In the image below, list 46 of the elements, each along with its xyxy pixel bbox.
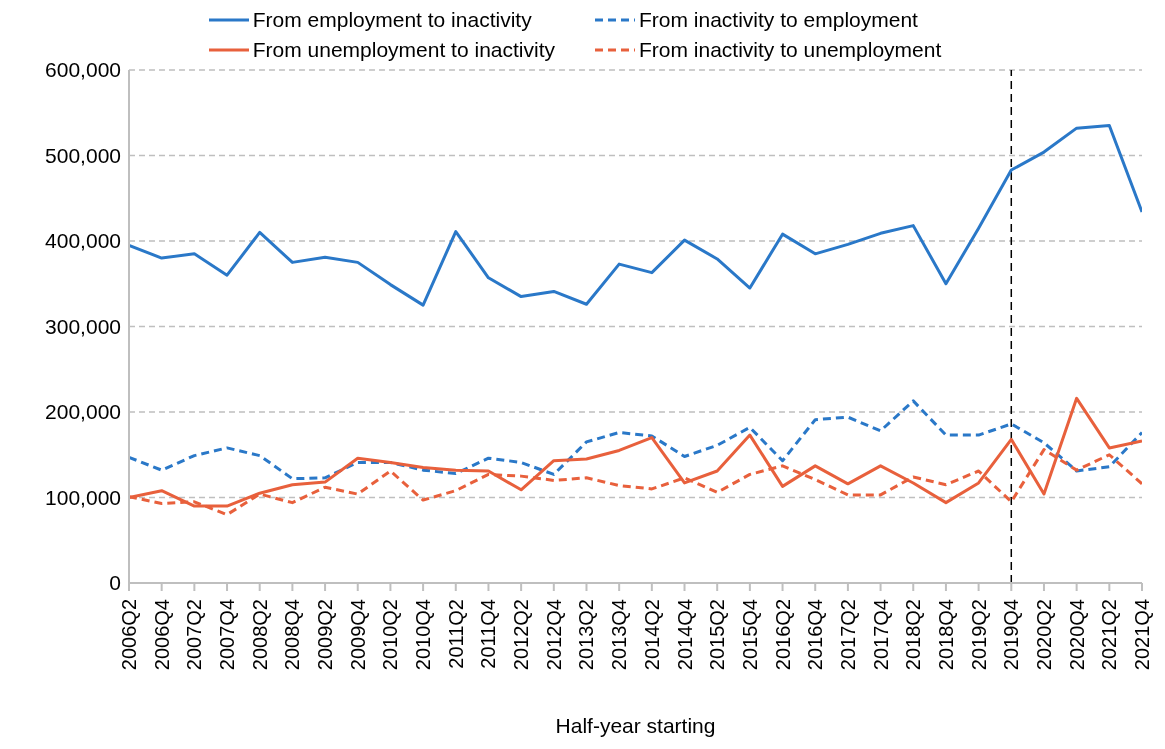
x-tick-label: 2016Q2 <box>771 599 794 671</box>
x-tick-label: 2020Q4 <box>1065 599 1088 671</box>
x-tick-label: 2011Q2 <box>444 599 467 669</box>
x-tick-label: 2007Q4 <box>216 599 239 671</box>
x-tick-label: 2014Q2 <box>640 599 663 671</box>
legend-label: From unemployment to inactivity <box>252 38 555 62</box>
x-tick-label: 2021Q4 <box>1131 599 1153 671</box>
x-tick-label: 2019Q4 <box>1000 599 1023 671</box>
x-tick-label: 2015Q4 <box>738 599 761 671</box>
x-tick-label: 2014Q4 <box>673 599 696 671</box>
line-series <box>129 124 1142 307</box>
x-tick-label: 2012Q2 <box>510 599 533 671</box>
x-tick-label: 2013Q2 <box>575 599 598 671</box>
legend-label: From inactivity to unemployment <box>639 38 942 62</box>
x-tick-label: 2013Q4 <box>608 599 631 671</box>
x-tick-label: 2009Q2 <box>314 599 337 671</box>
y-tick-label: 300,000 <box>45 314 121 338</box>
x-tick-label: 2015Q2 <box>706 599 729 671</box>
x-tick-label: 2008Q2 <box>248 599 271 671</box>
legend-label: From employment to inactivity <box>252 8 532 32</box>
x-tick-label: 2006Q2 <box>118 599 140 671</box>
x-tick-label: 2010Q4 <box>412 599 435 671</box>
x-tick-label: 2008Q4 <box>281 599 304 671</box>
x-tick-label: 2017Q2 <box>836 599 859 671</box>
x-tick-label: 2020Q2 <box>1032 599 1055 671</box>
x-tick-label: 2011Q4 <box>477 599 500 669</box>
y-tick-label: 200,000 <box>45 400 121 424</box>
x-tick-label: 2010Q2 <box>379 599 402 671</box>
x-tick-label: 2006Q4 <box>150 599 173 671</box>
x-tick-label: 2007Q2 <box>183 599 206 671</box>
y-tick-label: 100,000 <box>45 485 121 509</box>
x-tick-label: 2016Q4 <box>804 599 827 671</box>
x-tick-label: 2017Q4 <box>869 599 892 671</box>
x-tick-label: 2009Q4 <box>346 599 369 671</box>
x-tick-label: 2019Q2 <box>967 599 990 671</box>
x-axis-title: Half-year starting <box>555 714 716 737</box>
y-tick-label: 600,000 <box>45 58 121 82</box>
y-tick-label: 400,000 <box>45 229 121 253</box>
x-tick-label: 2012Q4 <box>542 599 565 671</box>
x-tick-label: 2021Q2 <box>1098 599 1121 671</box>
x-tick-label: 2018Q4 <box>934 599 957 671</box>
y-tick-label: 500,000 <box>45 143 121 167</box>
line-series <box>129 399 1142 481</box>
x-tick-label: 2018Q2 <box>902 599 925 671</box>
y-tick-label: 0 <box>109 571 121 595</box>
legend-label: From inactivity to employment <box>639 8 918 32</box>
